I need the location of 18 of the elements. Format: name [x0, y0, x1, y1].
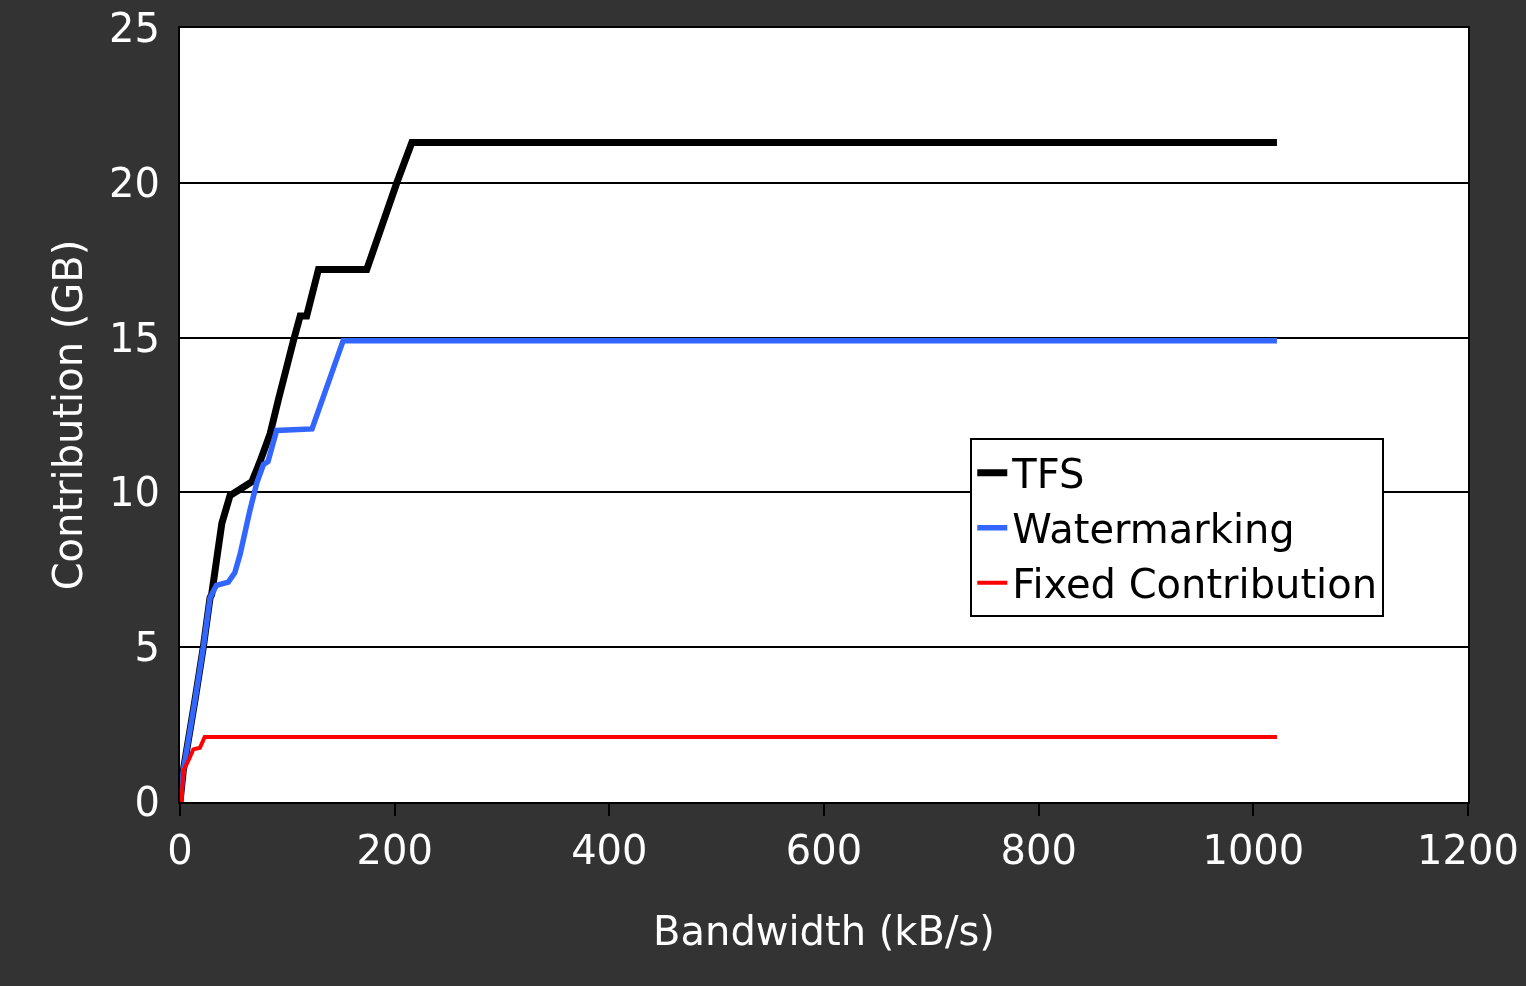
- y-tick-label: 15: [109, 314, 160, 361]
- y-tick-label: 0: [134, 779, 160, 825]
- y-tick-label: 20: [109, 159, 160, 206]
- x-tick-label: 200: [356, 827, 433, 873]
- x-tick-label: 1200: [1417, 827, 1519, 873]
- x-tick-label: 400: [571, 827, 648, 873]
- legend-label: Fixed Contribution: [1012, 561, 1378, 608]
- y-tick-label: 25: [109, 5, 160, 51]
- legend-label: TFS: [1011, 451, 1085, 498]
- x-tick-label: 600: [785, 827, 863, 873]
- y-tick-label: 10: [109, 469, 160, 516]
- y-axis-title: Contribution (GB): [45, 239, 92, 591]
- x-tick-label: 0: [167, 827, 193, 873]
- x-tick-label: 1000: [1202, 827, 1305, 873]
- x-tick-label: 800: [1000, 827, 1077, 873]
- y-tick-label: 5: [134, 624, 160, 671]
- legend-label: Watermarking: [1012, 506, 1295, 553]
- x-axis-title: Bandwidth (kB/s): [653, 908, 995, 954]
